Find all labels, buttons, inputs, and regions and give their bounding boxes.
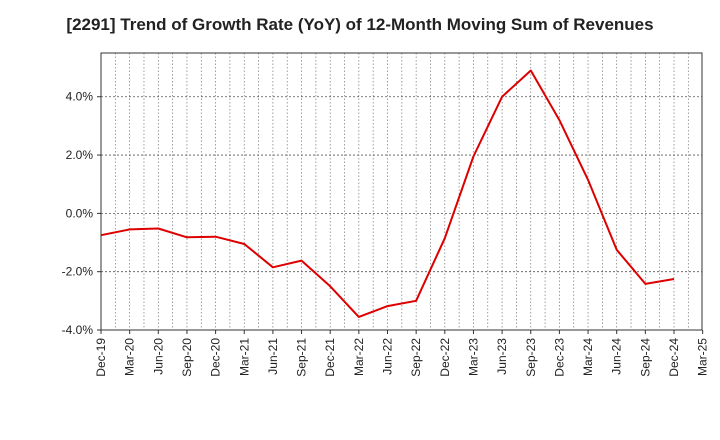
x-tick-label: Mar-25 (696, 338, 710, 376)
y-tick-label: 4.0% (66, 90, 94, 104)
y-tick-label: 0.0% (66, 206, 94, 220)
x-tick-label: Mar-22 (352, 338, 366, 376)
x-tick-label: Jun-21 (266, 338, 280, 375)
chart-title: [2291] Trend of Growth Rate (YoY) of 12-… (66, 15, 654, 34)
x-tick-label: Jun-23 (495, 338, 509, 375)
x-tick-label: Dec-22 (438, 338, 452, 377)
y-tick-label: -2.0% (62, 265, 94, 279)
x-tick-label: Sep-20 (180, 338, 194, 377)
y-axis-ticks: -4.0% -2.0% 0.0% 2.0% 4.0% (62, 90, 101, 337)
x-tick-label: Mar-21 (237, 338, 251, 376)
series-line (100, 69, 675, 318)
x-tick-label: Mar-24 (581, 338, 595, 376)
x-tick-label: Dec-20 (209, 338, 223, 377)
y-tick-label: -4.0% (62, 323, 94, 337)
x-tick-label: Sep-22 (409, 338, 423, 377)
x-tick-label: Sep-23 (524, 338, 538, 377)
x-tick-label: Dec-21 (323, 338, 337, 377)
x-axis-ticks: Dec-19 Mar-20 Jun-20 Sep-20 Dec-20 Mar-21 Jun-… (94, 330, 710, 377)
x-tick-label: Jun-20 (151, 338, 165, 375)
grid-lines (101, 53, 702, 330)
x-tick-label: Dec-23 (552, 338, 566, 377)
x-tick-label: Sep-24 (638, 338, 652, 377)
x-tick-label: Sep-21 (295, 338, 309, 377)
x-tick-label: Mar-20 (123, 338, 137, 376)
x-tick-label: Dec-19 (94, 338, 108, 377)
x-tick-label: Dec-24 (667, 338, 681, 377)
plot-frame (100, 52, 703, 331)
x-tick-label: Mar-23 (466, 338, 480, 376)
y-tick-label: 2.0% (66, 148, 94, 162)
x-tick-label: Jun-24 (610, 338, 624, 375)
x-tick-label: Jun-22 (381, 338, 395, 375)
